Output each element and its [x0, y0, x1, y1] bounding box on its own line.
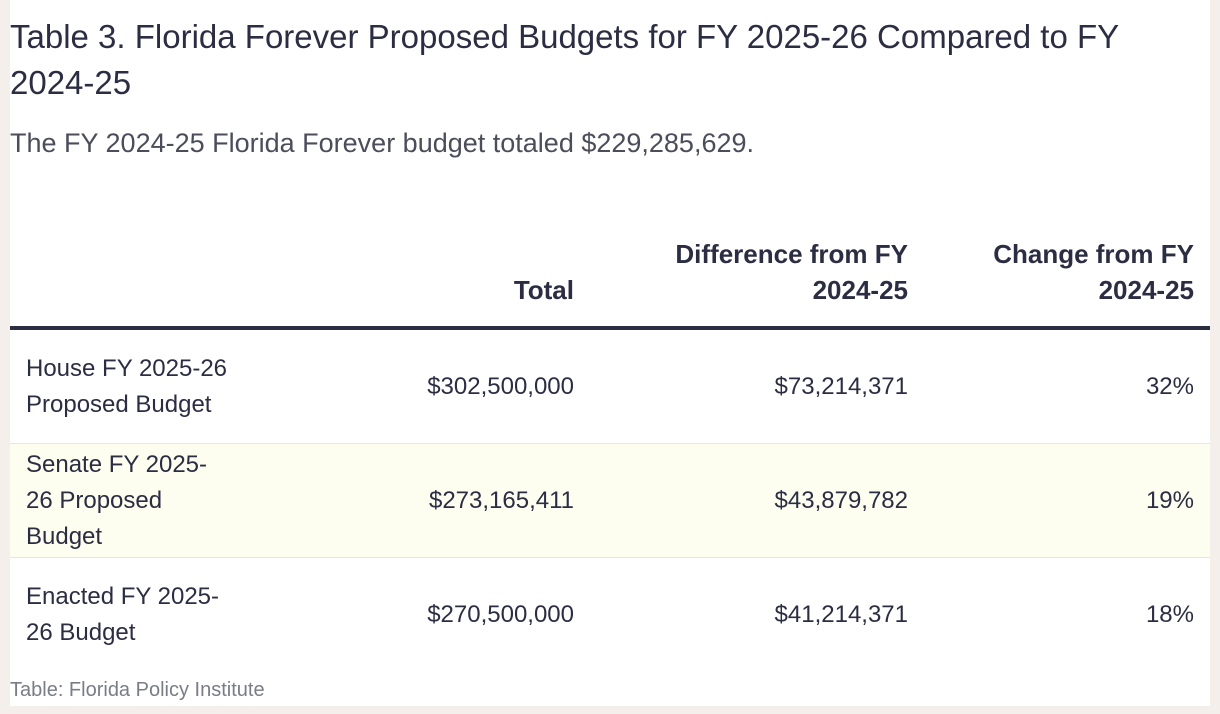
row-total: $270,500,000: [427, 600, 574, 628]
table-subtitle: The FY 2024-25 Florida Forever budget to…: [10, 128, 755, 158]
row-difference: $41,214,371: [774, 600, 908, 628]
row-label: House FY 2025-26 Proposed Budget: [10, 328, 380, 444]
table-row: House FY 2025-26 Proposed Budget $302,50…: [10, 328, 1210, 444]
row-label: Senate FY 2025-26 Proposed Budget: [10, 443, 380, 558]
row-change: 32%: [920, 328, 1210, 444]
header-row: Total Difference from FY 2024-25 Change …: [10, 218, 1210, 330]
table-card: Table 3. Florida Forever Proposed Budget…: [10, 0, 1210, 706]
row-total: $302,500,000: [380, 328, 590, 444]
table-source: Table: Florida Policy Institute: [10, 679, 265, 701]
row-label: Enacted FY 2025-26 Budget: [26, 582, 220, 646]
table-row: Enacted FY 2025-26 Budget $270,500,000 $…: [10, 558, 1210, 672]
row-difference: $43,879,782: [590, 443, 920, 558]
table-title: Table 3. Florida Forever Proposed Budget…: [10, 18, 1119, 101]
header-difference: Difference from FY 2024-25: [590, 218, 920, 330]
table-row: Senate FY 2025-26 Proposed Budget $273,1…: [10, 443, 1210, 558]
header-change: Change from FY 2024-25: [920, 218, 1210, 330]
row-change: 19%: [920, 443, 1210, 558]
header-label-column: [10, 218, 380, 330]
header-total: Total: [380, 218, 590, 330]
row-difference: $73,214,371: [590, 328, 920, 444]
budget-table: Total Difference from FY 2024-25 Change …: [10, 218, 1210, 671]
row-total: $273,165,411: [380, 443, 590, 558]
row-change: 18%: [1145, 600, 1194, 628]
